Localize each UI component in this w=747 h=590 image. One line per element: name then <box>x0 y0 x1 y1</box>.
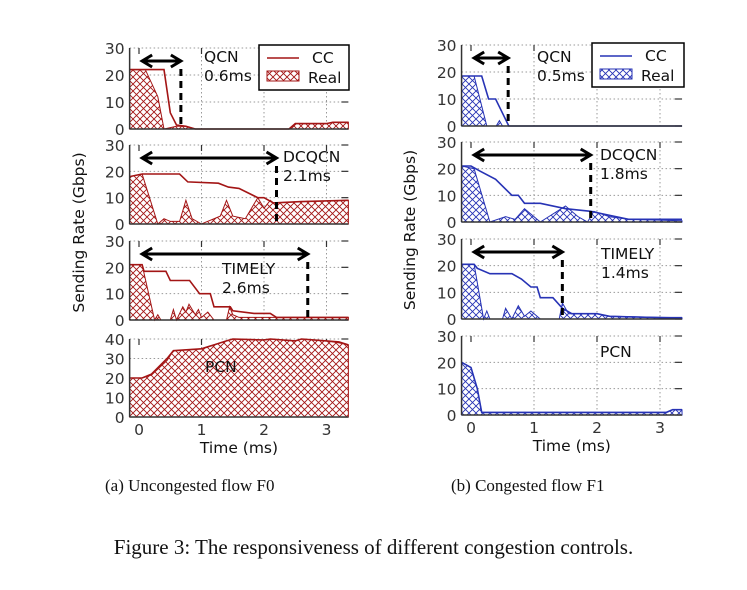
cc-scheme-label: QCN <box>204 48 239 66</box>
response-time-label: 1.8ms <box>600 165 648 183</box>
cc-scheme-label: DCQCN <box>600 146 657 164</box>
x-tick-label: 0 <box>134 421 144 439</box>
x-tick-label: 2 <box>259 421 269 439</box>
x-axis-label: Time (ms) <box>199 439 278 457</box>
legend-box <box>591 42 685 88</box>
y-tick-label: 10 <box>105 390 125 408</box>
y-tick-label: 0 <box>115 409 125 427</box>
legend: CC Real <box>258 44 350 91</box>
y-tick-label: 20 <box>437 258 457 276</box>
cc-scheme-label: QCN <box>537 48 572 66</box>
arrow-heads <box>471 244 566 260</box>
y-tick-label: 20 <box>105 163 125 181</box>
legend-real-swatch <box>266 70 300 82</box>
cc-scheme-label: TIMELY <box>221 260 276 278</box>
real-rate-area <box>129 338 349 418</box>
y-tick-label: 0 <box>447 214 457 232</box>
legend-box <box>258 44 350 91</box>
x-axis-label: Time (ms) <box>532 437 611 455</box>
y-tick-label: 0 <box>447 311 457 329</box>
legend-cc-label: CC <box>312 49 334 67</box>
response-time-label: 2.1ms <box>283 167 331 185</box>
cc-rate-line <box>129 173 349 204</box>
response-time-label: 0.6ms <box>204 67 252 85</box>
y-tick-label: 10 <box>105 286 125 304</box>
y-tick-label: 20 <box>437 64 457 82</box>
y-tick-label: 10 <box>437 187 457 205</box>
legend-real-swatch <box>599 68 633 80</box>
real-rate-area <box>461 263 683 321</box>
y-tick-label: 30 <box>437 37 457 55</box>
x-tick-label: 3 <box>322 421 332 439</box>
y-axis-label: Sending Rate (Gbps) <box>401 150 419 310</box>
y-tick-label: 0 <box>447 118 457 136</box>
response-time-label: 1.4ms <box>601 264 649 282</box>
cc-scheme-label: DCQCN <box>283 148 340 166</box>
y-tick-label: 30 <box>105 233 125 251</box>
cc-rate-line <box>461 263 682 319</box>
response-time-label: 0.5ms <box>537 67 585 85</box>
y-tick-label: 30 <box>437 328 457 346</box>
y-tick-label: 20 <box>105 259 125 277</box>
y-tick-label: 10 <box>437 91 457 109</box>
arrow-heads <box>139 246 311 262</box>
subplot-pcn: 0 10 20 30 0 1 2 3 PCN <box>437 328 683 437</box>
subcaption-a: (a) Uncongested flow F0 <box>105 476 275 495</box>
cc-scheme-label: TIMELY <box>600 245 655 263</box>
y-tick-label: 20 <box>437 354 457 372</box>
x-tick-label: 3 <box>655 419 665 437</box>
x-tick-label: 1 <box>529 419 539 437</box>
y-tick-label: 0 <box>115 216 125 234</box>
cc-rate-line <box>129 338 349 379</box>
y-tick-label: 20 <box>437 161 457 179</box>
x-tick-label: 0 <box>466 419 476 437</box>
y-tick-label: 10 <box>437 284 457 302</box>
subcaption-b: (b) Congested flow F1 <box>451 476 605 495</box>
response-time-label: 2.6ms <box>222 279 270 297</box>
legend-real-label: Real <box>641 67 674 85</box>
y-tick-label: 10 <box>105 94 125 112</box>
cc-scheme-label: PCN <box>205 358 237 376</box>
arrow-heads <box>139 150 280 166</box>
cc-scheme-label: PCN <box>600 343 632 361</box>
arrow-heads <box>471 147 594 163</box>
legend-real-label: Real <box>308 69 341 87</box>
y-tick-label: 0 <box>115 121 125 139</box>
cc-rate-line <box>129 263 349 319</box>
y-axis-label: Sending Rate (Gbps) <box>70 152 88 312</box>
y-tick-label: 0 <box>115 312 125 330</box>
y-tick-label: 20 <box>105 370 125 388</box>
y-tick-label: 30 <box>105 137 125 155</box>
y-tick-label: 30 <box>437 231 457 249</box>
x-tick-label: 1 <box>197 421 207 439</box>
legend: CC Real <box>591 42 685 88</box>
real-rate-area <box>129 264 349 322</box>
y-tick-label: 40 <box>105 331 125 349</box>
y-tick-label: 10 <box>437 381 457 399</box>
y-tick-label: 30 <box>105 351 125 369</box>
y-tick-label: 0 <box>447 407 457 425</box>
arrow-heads <box>471 50 512 66</box>
cc-rate-line <box>461 165 682 221</box>
legend-cc-label: CC <box>645 47 667 65</box>
y-tick-label: 30 <box>437 134 457 152</box>
figure-caption: Figure 3: The responsiveness of differen… <box>113 535 634 559</box>
x-tick-label: 2 <box>592 419 602 437</box>
y-tick-label: 20 <box>105 67 125 85</box>
arrow-heads <box>139 53 184 69</box>
y-tick-label: 10 <box>105 190 125 208</box>
real-rate-area <box>461 165 683 223</box>
y-tick-label: 30 <box>105 40 125 58</box>
cc-rate-line <box>461 361 682 414</box>
